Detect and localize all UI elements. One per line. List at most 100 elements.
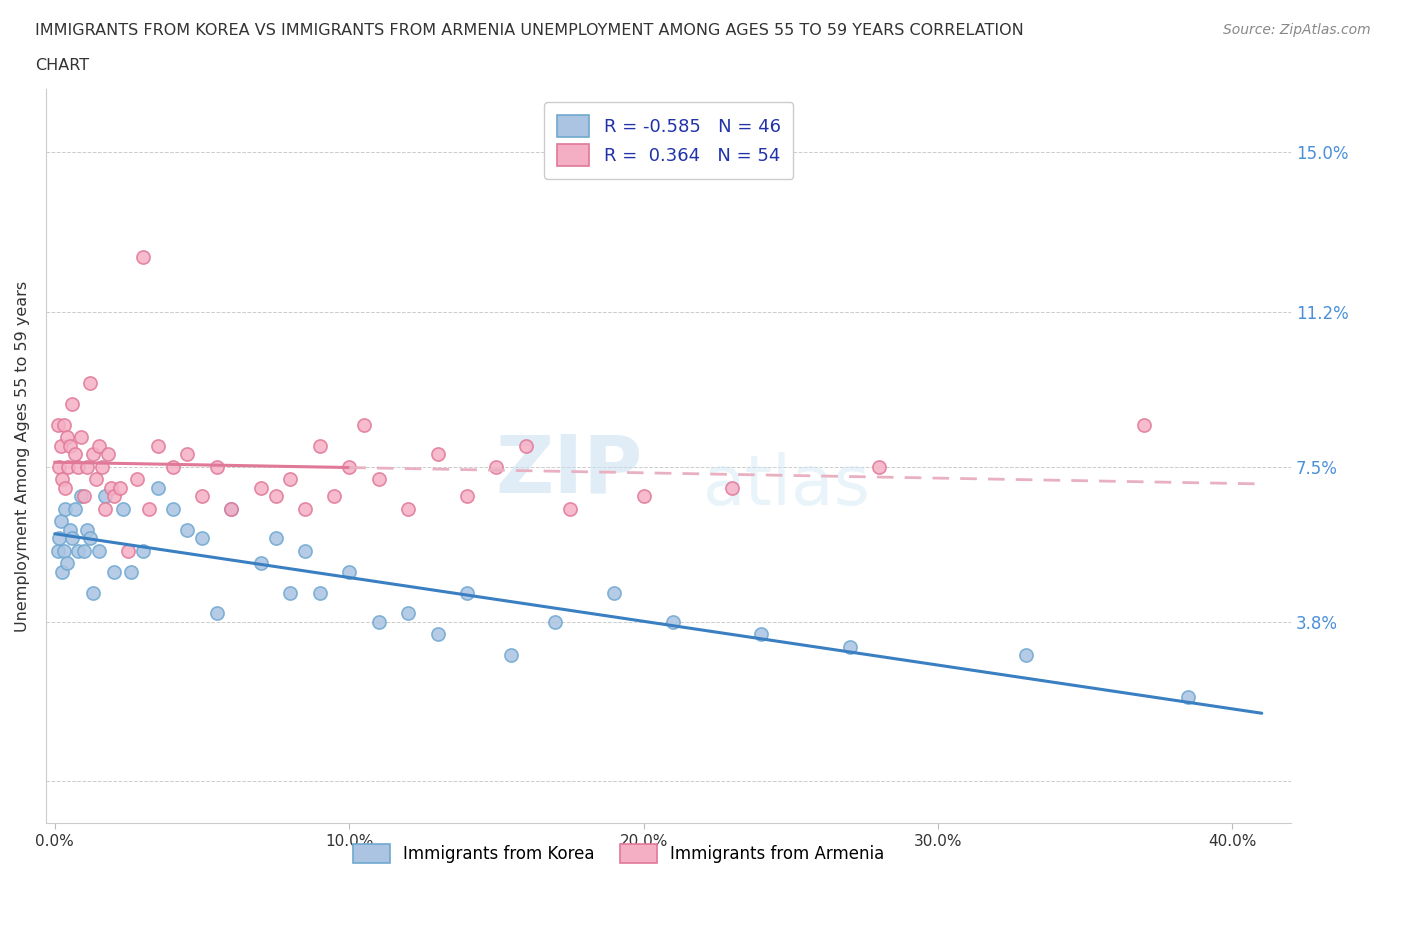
Point [94, 501, 117, 516]
Point [191, 531, 214, 546]
Point [138, 501, 160, 516]
Point [49, 513, 72, 528]
Point [868, 459, 890, 474]
Point [603, 585, 626, 600]
Point [76, 459, 98, 474]
Point [53, 480, 76, 495]
Point [426, 446, 449, 461]
Point [146, 480, 169, 495]
Point [56, 459, 79, 474]
Legend: Immigrants from Korea, Immigrants from Armenia: Immigrants from Korea, Immigrants from A… [347, 838, 891, 870]
Text: Source: ZipAtlas.com: Source: ZipAtlas.com [1223, 23, 1371, 37]
Point [53, 501, 76, 516]
Point [111, 501, 134, 516]
Point [544, 615, 567, 630]
Point [62, 396, 84, 411]
Point [48, 531, 70, 546]
Point [396, 606, 419, 621]
Point [662, 615, 685, 630]
Point [176, 523, 198, 538]
Point [79, 376, 101, 391]
Point [48, 459, 70, 474]
Point [323, 488, 346, 503]
Point [721, 480, 744, 495]
Point [264, 488, 287, 503]
Point [1177, 690, 1199, 705]
Point [456, 585, 478, 600]
Point [1133, 418, 1156, 432]
Point [73, 543, 96, 558]
Point [103, 565, 125, 579]
Text: CHART: CHART [35, 58, 89, 73]
Point [176, 446, 198, 461]
Point [58, 438, 80, 453]
Point [337, 459, 360, 474]
Text: ZIP: ZIP [495, 432, 643, 510]
Point [278, 585, 301, 600]
Point [426, 627, 449, 642]
Point [100, 480, 122, 495]
Text: IMMIGRANTS FROM KOREA VS IMMIGRANTS FROM ARMENIA UNEMPLOYMENT AMONG AGES 55 TO 5: IMMIGRANTS FROM KOREA VS IMMIGRANTS FROM… [35, 23, 1024, 38]
Point [221, 501, 243, 516]
Point [108, 480, 131, 495]
Point [51, 472, 73, 486]
Point [82, 446, 104, 461]
Point [162, 501, 184, 516]
Point [84, 472, 107, 486]
Point [97, 446, 120, 461]
Point [70, 430, 93, 445]
Point [52, 543, 75, 558]
Point [162, 459, 184, 474]
Point [838, 640, 860, 655]
Point [70, 488, 93, 503]
Point [82, 585, 104, 600]
Point [46, 418, 69, 432]
Point [55, 430, 77, 445]
Point [485, 459, 508, 474]
Point [205, 606, 228, 621]
Point [51, 565, 73, 579]
Point [46, 543, 69, 558]
Point [250, 556, 273, 571]
Point [132, 543, 155, 558]
Point [191, 488, 214, 503]
Point [278, 472, 301, 486]
Point [87, 438, 110, 453]
Point [120, 565, 142, 579]
Point [367, 615, 389, 630]
Point [205, 459, 228, 474]
Point [749, 627, 772, 642]
Point [353, 418, 375, 432]
Point [501, 648, 523, 663]
Point [62, 531, 84, 546]
Text: atlas: atlas [703, 452, 870, 519]
Point [49, 438, 72, 453]
Point [117, 543, 139, 558]
Point [1015, 648, 1038, 663]
Point [55, 556, 77, 571]
Point [264, 531, 287, 546]
Point [515, 438, 537, 453]
Point [52, 418, 75, 432]
Point [94, 488, 117, 503]
Point [67, 543, 90, 558]
Point [308, 438, 330, 453]
Point [633, 488, 655, 503]
Point [221, 501, 243, 516]
Point [250, 480, 273, 495]
Point [127, 472, 149, 486]
Point [79, 531, 101, 546]
Point [73, 488, 96, 503]
Point [67, 459, 90, 474]
Point [58, 523, 80, 538]
Point [65, 501, 87, 516]
Y-axis label: Unemployment Among Ages 55 to 59 years: Unemployment Among Ages 55 to 59 years [15, 281, 30, 631]
Point [65, 446, 87, 461]
Point [294, 501, 316, 516]
Point [103, 488, 125, 503]
Point [146, 438, 169, 453]
Point [558, 501, 581, 516]
Point [76, 523, 98, 538]
Point [90, 459, 112, 474]
Point [87, 543, 110, 558]
